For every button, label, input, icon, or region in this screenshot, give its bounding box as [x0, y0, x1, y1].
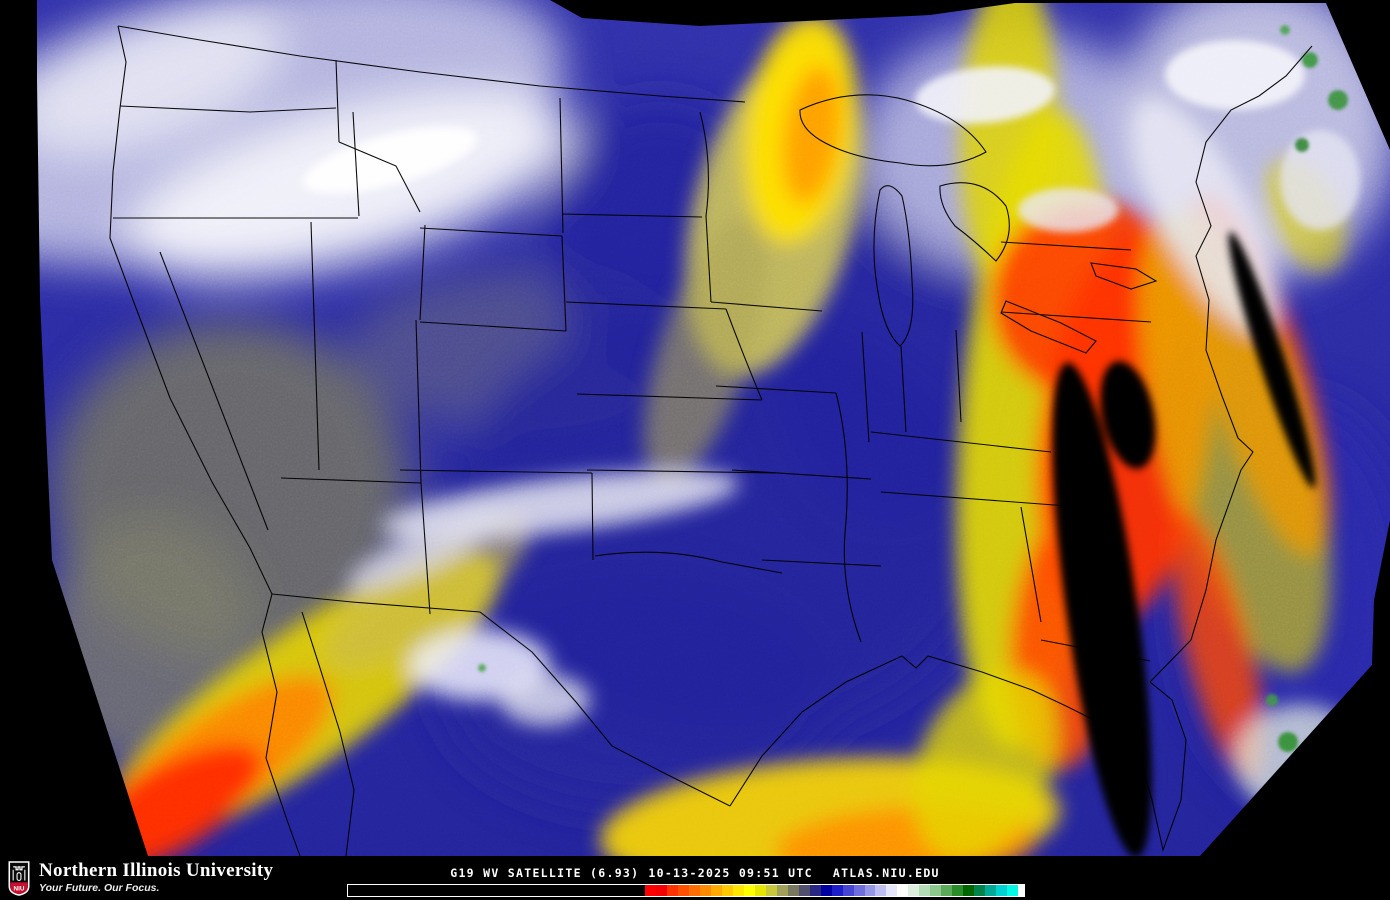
footer-bar: NIU Northern Illinois University Your Fu… [0, 858, 1390, 900]
wv-satellite-map [37, 0, 1390, 856]
caption-site: ATLAS.NIU.EDU [832, 866, 940, 880]
image-caption: G19 WV SATELLITE (6.93) 10-13-2025 09:51 … [450, 866, 940, 880]
caption-product: G19 WV SATELLITE (6.93) [450, 866, 640, 880]
niu-branding: NIU Northern Illinois University Your Fu… [8, 861, 273, 896]
satellite-image [37, 0, 1390, 856]
caption-datetime: 10-13-2025 09:51 UTC [648, 866, 813, 880]
colorbar [347, 884, 1025, 897]
state-borders [109, 25, 1313, 856]
niu-logo-text: NIU [14, 886, 25, 893]
university-tagline: Your Future. Our Focus. [39, 882, 160, 894]
niu-shield-logo-icon: NIU [8, 861, 30, 896]
grain-texture [37, 0, 1390, 856]
university-name: Northern Illinois University [39, 860, 274, 881]
